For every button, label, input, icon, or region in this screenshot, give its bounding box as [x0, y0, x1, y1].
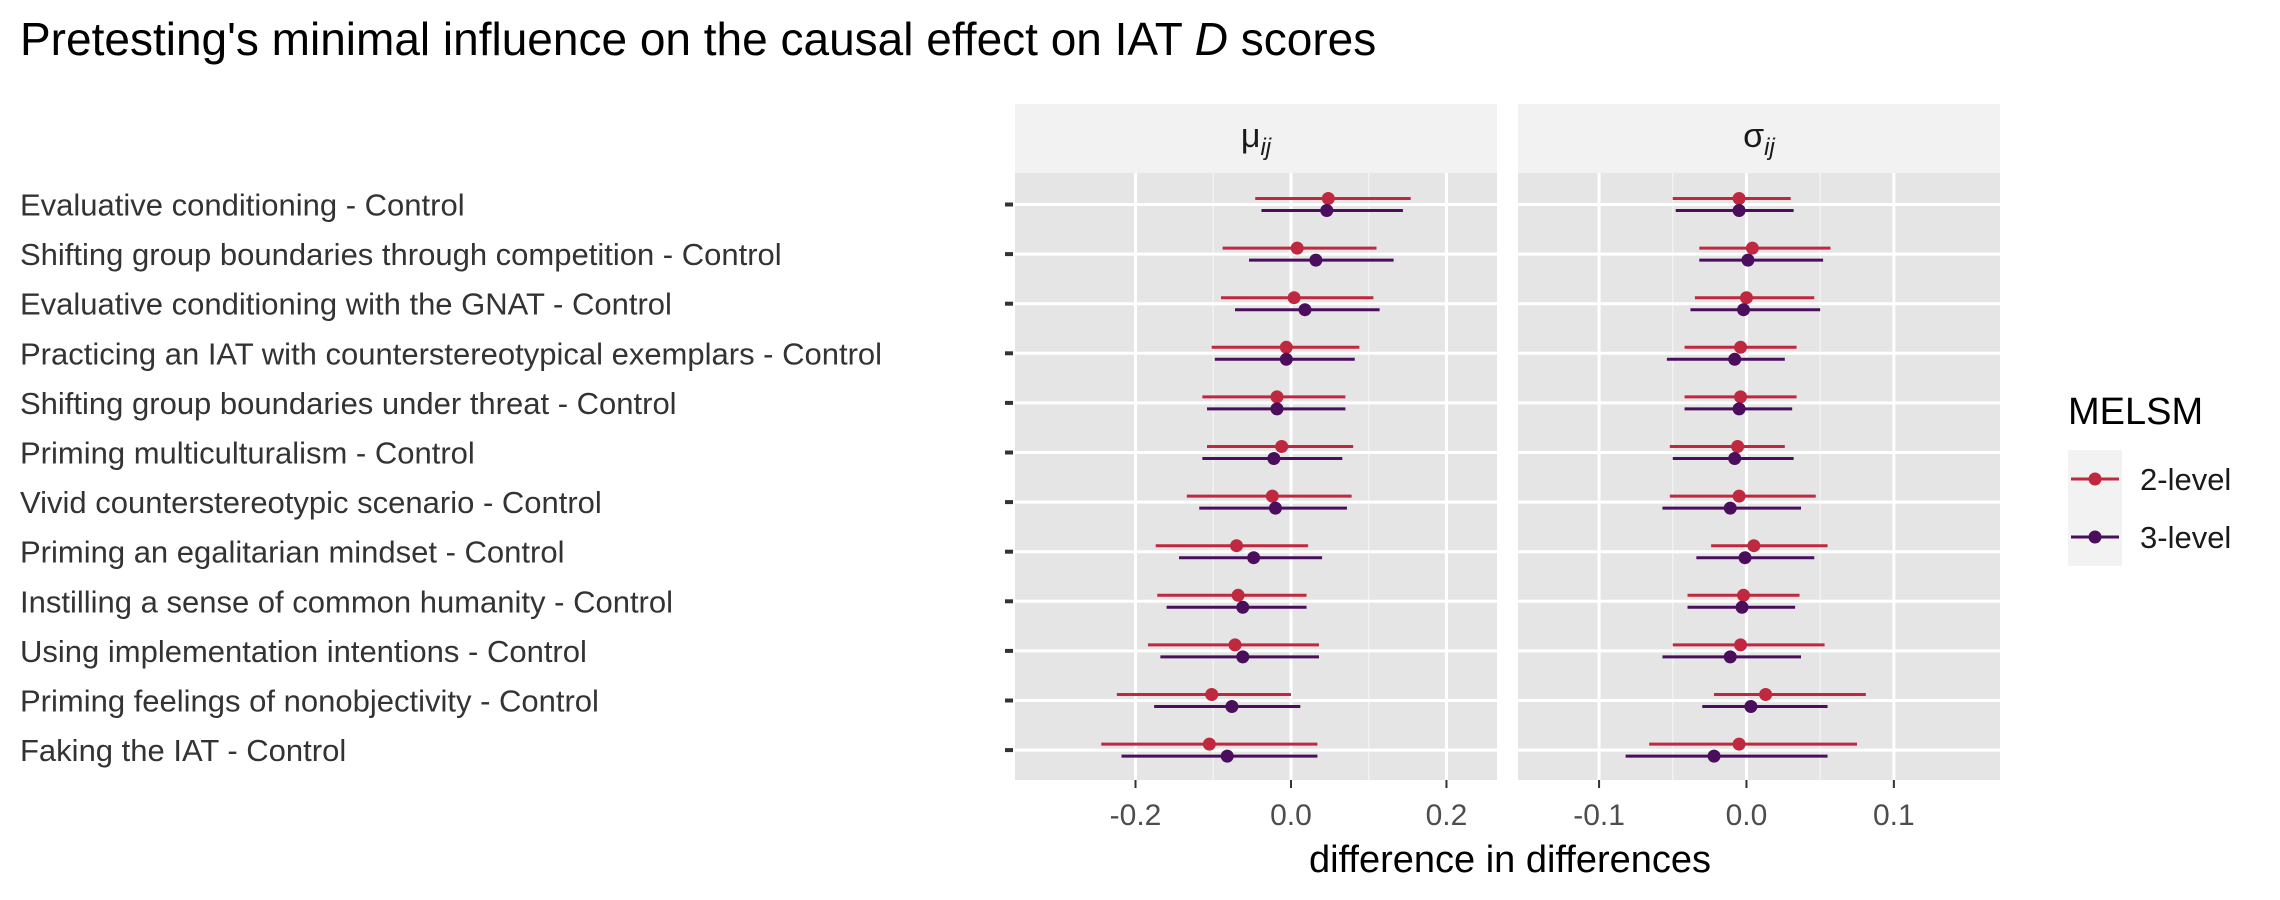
- estimate-point: [1759, 688, 1773, 701]
- legend-title: MELSM: [2068, 391, 2203, 433]
- strip-background: [1518, 104, 2000, 173]
- estimate-point: [1290, 241, 1304, 255]
- estimate-point: [1265, 489, 1279, 503]
- legend-item-3-level: 3-level: [2071, 520, 2231, 555]
- estimate-point: [1320, 204, 1334, 217]
- estimate-point: [1734, 638, 1748, 652]
- y-tick-label: Instilling a sense of common humanity - …: [20, 584, 673, 619]
- panel-background: [1518, 173, 2000, 780]
- estimate-point: [1236, 600, 1250, 614]
- estimate-point: [1268, 501, 1282, 515]
- y-tick-label: Shifting group boundaries through compet…: [20, 237, 782, 272]
- strip-label: μij: [1241, 117, 1272, 161]
- x-tick-label: 0.0: [1270, 799, 1312, 832]
- estimate-point: [1735, 600, 1749, 614]
- y-tick-label: Using implementation intentions - Contro…: [20, 634, 587, 669]
- legend-key-background: [2068, 450, 2122, 566]
- series-2-level: [1649, 192, 1866, 751]
- y-tick-label: Faking the IAT - Control: [20, 733, 346, 768]
- series-3-level: [1121, 204, 1403, 763]
- legend-item-2-level: 2-level: [2071, 462, 2231, 497]
- estimate-point: [1734, 340, 1748, 354]
- estimate-point: [1732, 204, 1746, 217]
- panel-1: μij -0.2 0.0 0.2: [1015, 104, 1497, 832]
- estimate-point: [1270, 390, 1284, 404]
- legend: MELSM 2-level 3-level: [2068, 391, 2231, 566]
- estimate-point: [1287, 291, 1301, 305]
- y-tick-label: Priming an egalitarian mindset - Control: [20, 535, 564, 570]
- estimate-point: [1744, 700, 1758, 713]
- estimate-point: [1275, 440, 1289, 453]
- estimate-point: [1732, 402, 1746, 416]
- estimate-point: [1734, 390, 1748, 404]
- estimate-point: [1298, 303, 1312, 317]
- x-tick-label: 0.1: [1873, 799, 1915, 832]
- panel-background: [1015, 173, 1497, 780]
- y-tick-label: Practicing an IAT with counterstereotypi…: [20, 336, 882, 371]
- estimate-point: [1707, 749, 1721, 763]
- estimate-point: [1732, 737, 1746, 751]
- series-3-level: [1625, 204, 1828, 763]
- estimate-point: [1228, 638, 1242, 652]
- estimate-point: [1279, 340, 1293, 354]
- estimate-point: [1309, 253, 1323, 267]
- legend-item-label: 2-level: [2140, 462, 2231, 497]
- y-tick-label: Shifting group boundaries under threat -…: [20, 386, 677, 421]
- y-axis-labels: Evaluative conditioning - Control Shiftin…: [20, 188, 1013, 768]
- estimate-point: [1737, 588, 1751, 602]
- estimate-point: [1739, 291, 1753, 305]
- legend-key-point: [2088, 472, 2102, 486]
- estimate-point: [1236, 650, 1250, 664]
- estimate-point: [1737, 303, 1751, 317]
- legend-item-label: 3-level: [2140, 520, 2231, 555]
- estimate-point: [1279, 352, 1293, 366]
- y-tick-label: Priming multiculturalism - Control: [20, 436, 475, 471]
- estimate-point: [1728, 352, 1742, 366]
- estimate-point: [1202, 737, 1216, 751]
- estimate-point: [1732, 489, 1746, 503]
- estimate-point: [1267, 452, 1281, 465]
- estimate-point: [1225, 700, 1239, 713]
- y-tick-label: Evaluative conditioning with the GNAT - …: [20, 287, 672, 322]
- estimate-point: [1220, 749, 1234, 763]
- estimate-point: [1728, 452, 1742, 465]
- legend-key-point: [2088, 530, 2102, 544]
- estimate-point: [1270, 402, 1284, 416]
- estimate-point: [1247, 551, 1261, 565]
- x-tick-label: 0.0: [1726, 799, 1768, 832]
- strip-background: [1015, 104, 1497, 173]
- estimate-point: [1723, 650, 1737, 664]
- estimate-point: [1231, 588, 1245, 602]
- x-tick-label: -0.1: [1573, 799, 1625, 832]
- estimate-point: [1321, 192, 1335, 205]
- chart-title: Pretesting's minimal influence on the ca…: [20, 13, 1376, 65]
- chart-panels: μij -0.2 0.0 0.2 σij -0.1 0.0 0.1: [1015, 104, 2000, 832]
- estimate-point: [1741, 253, 1755, 267]
- estimate-point: [1205, 688, 1219, 701]
- y-tick-label: Evaluative conditioning - Control: [20, 188, 465, 223]
- estimate-point: [1738, 551, 1752, 565]
- estimate-point: [1732, 192, 1746, 205]
- estimate-point: [1745, 241, 1759, 255]
- estimate-point: [1747, 539, 1761, 553]
- x-tick-label: -0.2: [1110, 799, 1162, 832]
- estimate-point: [1230, 539, 1244, 553]
- strip-label: σij: [1743, 117, 1775, 161]
- x-axis-title: difference in differences: [1309, 839, 1711, 881]
- panel-2: σij -0.1 0.0 0.1: [1518, 104, 2000, 832]
- y-tick-label: Priming feelings of nonobjectivity - Con…: [20, 684, 599, 719]
- series-2-level: [1101, 192, 1411, 751]
- y-tick-label: Vivid counterstereotypic scenario - Cont…: [20, 485, 602, 520]
- estimate-point: [1723, 501, 1737, 515]
- estimate-point: [1731, 440, 1745, 453]
- x-tick-label: 0.2: [1426, 799, 1468, 832]
